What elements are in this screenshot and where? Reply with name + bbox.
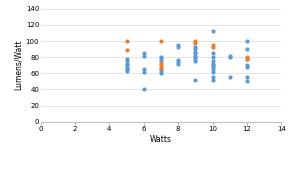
DC-Ready LED Lamps <box>159 66 163 69</box>
AC LED Lamps <box>210 68 215 71</box>
AC LED Lamps <box>193 57 198 60</box>
AC LED Lamps <box>124 64 129 67</box>
AC LED Lamps <box>176 44 180 46</box>
AC LED Lamps <box>124 66 129 69</box>
AC LED Lamps <box>244 76 249 79</box>
AC LED Lamps <box>124 57 129 60</box>
DC-Ready LED Lamps <box>210 45 215 48</box>
AC LED Lamps <box>193 50 198 53</box>
AC LED Lamps <box>159 57 163 60</box>
DC-Ready LED Lamps <box>159 64 163 67</box>
AC LED Lamps <box>244 64 249 67</box>
AC LED Lamps <box>124 68 129 71</box>
AC LED Lamps <box>193 54 198 57</box>
AC LED Lamps <box>210 56 215 59</box>
AC LED Lamps <box>124 60 129 63</box>
AC LED Lamps <box>176 62 180 65</box>
AC LED Lamps <box>193 78 198 81</box>
AC LED Lamps <box>210 52 215 54</box>
AC LED Lamps <box>142 68 146 71</box>
AC LED Lamps <box>210 76 215 79</box>
AC LED Lamps <box>124 69 129 72</box>
AC LED Lamps <box>159 69 163 72</box>
AC LED Lamps <box>244 48 249 50</box>
X-axis label: Watts: Watts <box>150 135 172 144</box>
AC LED Lamps <box>176 59 180 62</box>
AC LED Lamps <box>176 46 180 49</box>
DC-Ready LED Lamps <box>159 61 163 64</box>
AC LED Lamps <box>193 60 198 63</box>
DC-Ready LED Lamps <box>210 44 215 46</box>
AC LED Lamps <box>124 62 129 65</box>
DC-Ready LED Lamps <box>244 57 249 60</box>
AC LED Lamps <box>210 65 215 68</box>
AC LED Lamps <box>210 29 215 32</box>
DC-Ready LED Lamps <box>193 41 198 44</box>
AC LED Lamps <box>193 46 198 49</box>
AC LED Lamps <box>159 60 163 63</box>
AC LED Lamps <box>210 78 215 81</box>
AC LED Lamps <box>193 48 198 50</box>
AC LED Lamps <box>142 52 146 54</box>
AC LED Lamps <box>159 68 163 71</box>
AC LED Lamps <box>244 57 249 60</box>
AC LED Lamps <box>210 70 215 73</box>
DC-Ready LED Lamps <box>124 49 129 51</box>
AC LED Lamps <box>142 70 146 73</box>
AC LED Lamps <box>227 54 232 57</box>
AC LED Lamps <box>176 61 180 63</box>
AC LED Lamps <box>227 56 232 59</box>
AC LED Lamps <box>193 52 198 54</box>
AC LED Lamps <box>227 76 232 79</box>
Y-axis label: Lumens/Watt: Lumens/Watt <box>14 40 23 90</box>
AC LED Lamps <box>193 56 198 59</box>
DC-Ready LED Lamps <box>244 56 249 59</box>
AC LED Lamps <box>142 88 146 91</box>
AC LED Lamps <box>244 40 249 42</box>
AC LED Lamps <box>142 54 146 57</box>
DC-Ready LED Lamps <box>159 40 163 42</box>
AC LED Lamps <box>244 80 249 83</box>
AC LED Lamps <box>244 65 249 68</box>
DC-Ready LED Lamps <box>124 40 129 42</box>
AC LED Lamps <box>210 64 215 67</box>
AC LED Lamps <box>159 72 163 75</box>
DC-Ready LED Lamps <box>193 40 198 42</box>
AC LED Lamps <box>210 62 215 65</box>
AC LED Lamps <box>210 60 215 63</box>
AC LED Lamps <box>159 56 163 59</box>
